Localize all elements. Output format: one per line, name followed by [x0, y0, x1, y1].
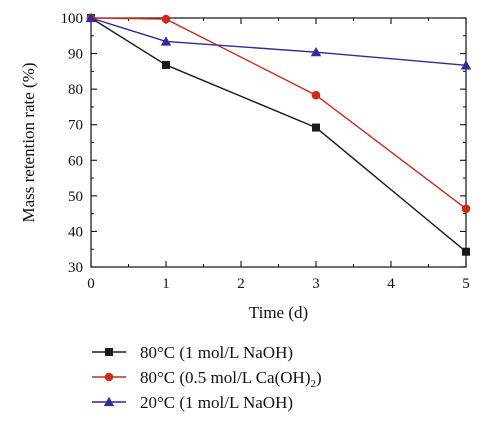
series-line-2 — [90, 17, 467, 210]
y-tick-label: 100 — [61, 11, 84, 27]
x-tick-label: 0 — [87, 276, 95, 292]
x-tick-label: 1 — [162, 276, 170, 292]
data-point-s1-3 — [462, 247, 470, 256]
legend-label-text: 20°C (1 mol/L NaOH) — [140, 393, 293, 412]
y-tick-label: 60 — [68, 153, 83, 169]
legend-marker-3 — [103, 396, 115, 407]
data-point-s1-2 — [312, 123, 320, 132]
legend-label-text: 80°C (1 mol/L NaOH) — [140, 343, 293, 362]
series-line-1 — [90, 17, 467, 253]
data-point-s2-1 — [161, 14, 171, 24]
series-line-3 — [90, 17, 467, 67]
x-tick-label: 4 — [387, 276, 395, 292]
legend-label-tail: ) — [316, 368, 322, 387]
y-axis-title: Mass retention rate (%) — [19, 62, 38, 222]
data-point-s3-3 — [460, 60, 472, 70]
plot-frame — [90, 17, 467, 268]
y-tick-label: 30 — [68, 260, 83, 276]
legend-label-2: 80°C (0.5 mol/L Ca(OH)2) — [140, 368, 322, 390]
data-point-s1-1 — [162, 60, 170, 69]
x-axis-title: Time (d) — [249, 303, 308, 322]
x-tick-label: 2 — [237, 276, 245, 292]
legend-label-1: 80°C (1 mol/L NaOH) — [140, 343, 293, 362]
data-point-s2-3 — [461, 204, 471, 213]
y-tick-label: 90 — [68, 47, 83, 63]
y-tick-label: 40 — [68, 224, 83, 240]
legend-label-3: 20°C (1 mol/L NaOH) — [140, 393, 293, 412]
x-tick-label: 5 — [462, 276, 470, 292]
data-point-s2-2 — [311, 90, 321, 100]
data-point-s3-0 — [85, 12, 97, 23]
y-tick-label: 50 — [68, 189, 83, 205]
x-tick-label: 3 — [312, 276, 320, 292]
legend-marker-2 — [104, 372, 114, 382]
y-tick-label: 70 — [68, 118, 83, 134]
legend-label-subscript: 2 — [310, 378, 316, 390]
legend-label-text: 80°C (0.5 mol/L Ca(OH) — [140, 368, 310, 387]
y-tick-label: 80 — [68, 82, 83, 98]
data-point-s3-2 — [310, 46, 322, 57]
data-point-s3-1 — [160, 36, 172, 46]
legend-marker-1 — [105, 348, 113, 356]
